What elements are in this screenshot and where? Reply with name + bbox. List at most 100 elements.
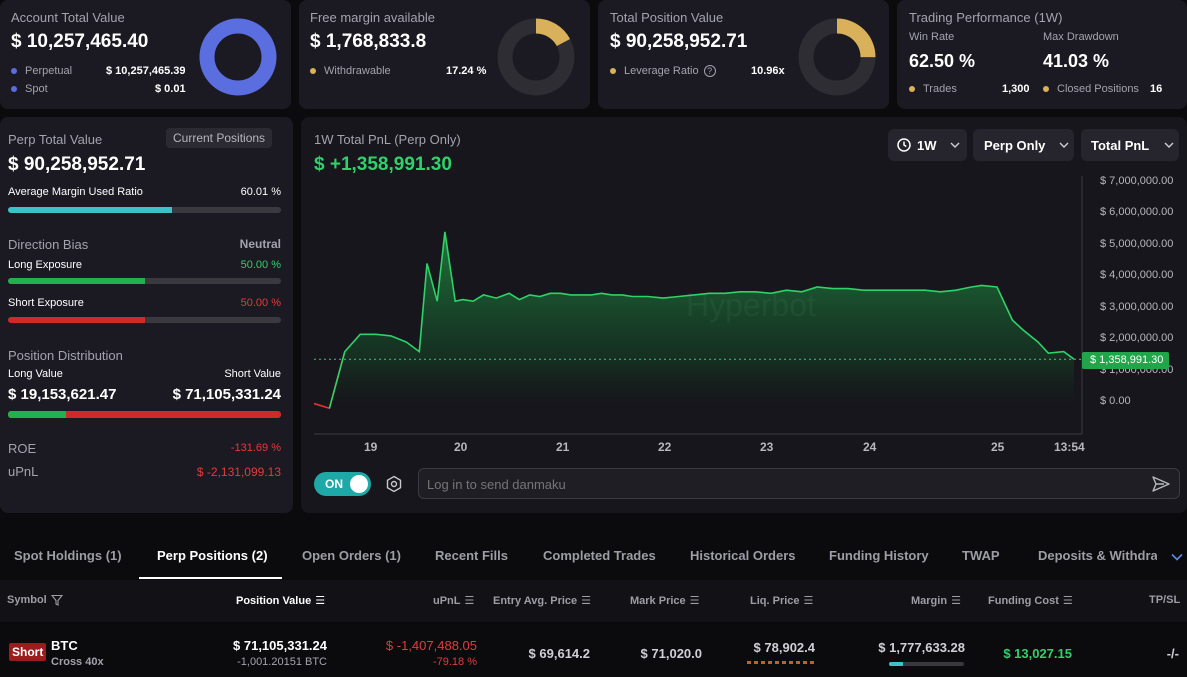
- toggle-knob: [350, 475, 368, 493]
- col-liq-price[interactable]: Liq. Price ☰: [750, 594, 814, 608]
- position-value: $ 71,105,331.24: [233, 638, 327, 653]
- y-tick-label: $ 0.00: [1100, 395, 1131, 407]
- sort-icon[interactable]: ☰: [803, 595, 814, 607]
- danmaku-input[interactable]: [427, 474, 1127, 494]
- roe-label: ROE: [8, 441, 37, 456]
- side-badge: Short: [9, 643, 47, 661]
- long-value: $ 19,153,621.47: [8, 386, 117, 403]
- position-size: -1,001.20151 BTC: [237, 656, 327, 668]
- col-entry-price[interactable]: Entry Avg. Price ☰: [493, 594, 592, 608]
- avg-margin-value: 60.01 %: [240, 186, 281, 198]
- col-entry-price-label: Entry Avg. Price: [493, 594, 578, 607]
- col-mark-price[interactable]: Mark Price ☰: [630, 594, 700, 608]
- win-rate-value: 62.50 %: [909, 51, 976, 71]
- send-icon[interactable]: [1151, 474, 1171, 494]
- col-symbol-label: Symbol: [7, 594, 47, 606]
- short-value-label: Short Value: [224, 368, 281, 380]
- danmaku-toggle[interactable]: ON: [314, 472, 371, 496]
- current-positions-button[interactable]: Current Positions: [166, 128, 273, 148]
- total-position-card: Total Position Value $ 90,258,952.71 Lev…: [598, 0, 889, 109]
- help-icon[interactable]: ?: [703, 65, 716, 77]
- sort-icon[interactable]: ☰: [581, 595, 592, 607]
- short-exposure-label: Short Exposure: [8, 297, 84, 309]
- metric-select[interactable]: Total PnL: [1081, 129, 1179, 161]
- tab-historical-orders[interactable]: Historical Orders: [690, 548, 796, 563]
- x-tick-label: 20: [454, 440, 468, 454]
- upnl-value: $ -2,131,099.13: [196, 465, 281, 479]
- tab-completed-trades[interactable]: Completed Trades: [543, 548, 656, 563]
- x-tick-label: 24: [863, 440, 877, 454]
- scope-select[interactable]: Perp Only: [973, 129, 1074, 161]
- trades-row: Trades: [909, 83, 957, 95]
- filter-icon[interactable]: [50, 594, 63, 606]
- short-value: $ 71,105,331.24: [172, 386, 281, 403]
- trades-value: 1,300: [1002, 83, 1030, 95]
- tpsl-value[interactable]: -/-: [1166, 646, 1179, 661]
- sort-icon[interactable]: ☰: [1062, 595, 1073, 607]
- x-tick-label: 21: [556, 440, 570, 454]
- withdrawable-row: Withdrawable: [310, 65, 391, 77]
- col-funding-cost-label: Funding Cost: [988, 594, 1059, 607]
- tabs-chevron-down-icon[interactable]: [1170, 550, 1184, 564]
- performance-title: Trading Performance (1W): [909, 10, 1063, 25]
- closed-row: Closed Positions: [1043, 83, 1139, 95]
- period-value: 1W: [917, 137, 937, 153]
- tab-perp-positions[interactable]: Perp Positions (2): [157, 548, 268, 563]
- avg-margin-bar: [8, 207, 281, 213]
- margin-mode: Cross 40x: [51, 656, 104, 668]
- danmaku-input-box[interactable]: [418, 468, 1180, 499]
- current-value-label: $ 1,358,991.30: [1090, 354, 1164, 366]
- withdrawable-label: Withdrawable: [324, 65, 391, 77]
- period-select[interactable]: 1W: [888, 129, 967, 161]
- active-tab-underline: [139, 577, 282, 579]
- avg-margin-label: Average Margin Used Ratio: [8, 186, 143, 198]
- roe-value: -131.69 %: [230, 442, 281, 454]
- short-exposure-bar-fill: [8, 317, 145, 323]
- col-upnl[interactable]: uPnL ☰: [433, 594, 475, 608]
- current-value-tag: $ 1,358,991.30: [1082, 352, 1170, 369]
- col-mark-price-label: Mark Price: [630, 594, 686, 607]
- perp-title: Perp Total Value: [8, 132, 103, 147]
- danmaku-settings-icon[interactable]: [385, 475, 403, 493]
- x-tick-label: 13:54: [1054, 440, 1085, 454]
- y-tick-label: $ 6,000,000.00: [1100, 206, 1174, 218]
- tab-open-orders[interactable]: Open Orders (1): [302, 548, 401, 563]
- x-tick-label: 19: [364, 440, 378, 454]
- tab-twap[interactable]: TWAP: [962, 548, 1000, 563]
- short-exposure-bar: [8, 317, 281, 323]
- tab-recent-fills[interactable]: Recent Fills: [435, 548, 508, 563]
- x-tick-label: 25: [991, 440, 1005, 454]
- sort-icon[interactable]: ☰: [951, 595, 961, 607]
- col-symbol[interactable]: Symbol: [7, 594, 63, 606]
- tab-spot-holdings[interactable]: Spot Holdings (1): [14, 548, 122, 563]
- col-funding-cost[interactable]: Funding Cost ☰: [988, 594, 1073, 608]
- trades-label: Trades: [923, 83, 957, 95]
- sort-icon[interactable]: ☰: [464, 595, 475, 607]
- symbol-name[interactable]: BTC: [51, 638, 78, 653]
- sort-icon[interactable]: ☰: [315, 595, 326, 607]
- leverage-label: Leverage Ratio: [624, 65, 699, 77]
- col-liq-price-label: Liq. Price: [750, 594, 800, 607]
- spot-row: Spot: [11, 83, 48, 95]
- perp-panel: Perp Total Value Current Positions $ 90,…: [0, 117, 293, 513]
- col-margin[interactable]: Margin ☰: [911, 594, 961, 608]
- trading-performance-card: Trading Performance (1W) Win Rate 62.50 …: [897, 0, 1187, 109]
- tab-deposits-withdraw[interactable]: Deposits & Withdraw: [1038, 548, 1157, 563]
- drawdown-label: Max Drawdown: [1043, 31, 1119, 43]
- metric-value: Total PnL: [1091, 137, 1150, 153]
- pnl-chart: Hyperbot: [313, 176, 1083, 435]
- long-exposure-value: 50.00 %: [240, 259, 281, 271]
- y-tick-label: $ 5,000,000.00: [1100, 237, 1174, 250]
- account-total-value: $ 10,257,465.40: [11, 31, 149, 52]
- col-position-value[interactable]: Position Value ☰: [236, 594, 326, 608]
- account-donut: [199, 18, 277, 96]
- total-position-value: $ 90,258,952.71: [610, 31, 748, 52]
- table-header-row: [0, 580, 1187, 622]
- drawdown-value: 41.03 %: [1043, 51, 1110, 71]
- margin-ratio-bar: [889, 662, 964, 666]
- y-tick-label: $ 7,000,000.00: [1100, 174, 1174, 187]
- sort-icon[interactable]: ☰: [689, 595, 700, 607]
- free-margin-title: Free margin available: [310, 10, 436, 25]
- free-margin-card: Free margin available $ 1,768,833.8 With…: [299, 0, 590, 109]
- tab-funding-history[interactable]: Funding History: [829, 548, 929, 563]
